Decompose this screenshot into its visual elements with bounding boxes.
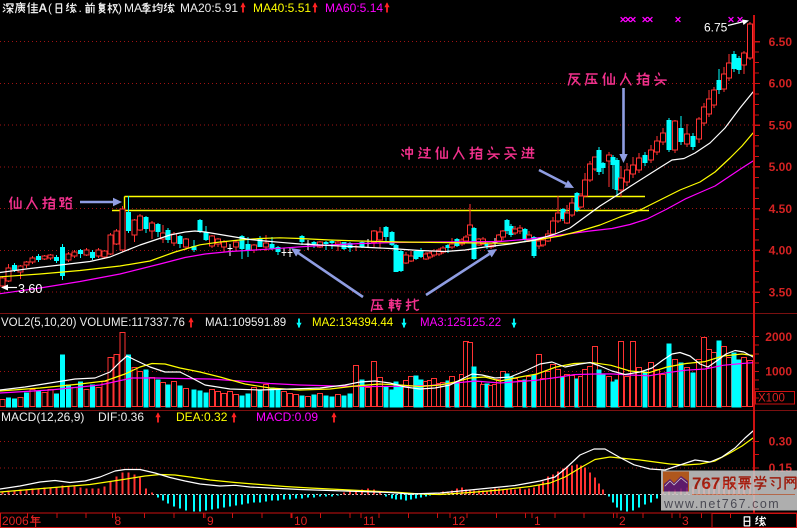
svg-text:MACD(12,26,9): MACD(12,26,9)	[1, 410, 84, 424]
svg-text:5.50: 5.50	[769, 118, 793, 132]
svg-text:3: 3	[682, 514, 689, 528]
svg-text:1: 1	[534, 514, 541, 528]
svg-text:10: 10	[294, 514, 308, 528]
svg-text:2000: 2000	[765, 330, 792, 344]
svg-text:MA20:5.91: MA20:5.91	[180, 1, 238, 15]
svg-text:MA60:5.14: MA60:5.14	[325, 1, 383, 15]
svg-text:www.net767.com: www.net767.com	[663, 497, 780, 511]
svg-text:DEA:0.32: DEA:0.32	[176, 410, 228, 424]
svg-text:MA: MA	[124, 1, 142, 15]
svg-text:X100: X100	[758, 393, 785, 405]
svg-text:9: 9	[207, 514, 214, 528]
svg-text:2: 2	[619, 514, 626, 528]
svg-text:MACD:0.09: MACD:0.09	[256, 410, 318, 424]
svg-text:4.50: 4.50	[769, 202, 793, 216]
svg-text:6.00: 6.00	[769, 77, 793, 91]
svg-text:6.50: 6.50	[769, 35, 793, 49]
svg-text:8: 8	[115, 514, 122, 528]
svg-text:(: (	[48, 1, 52, 15]
svg-text:2006: 2006	[2, 514, 29, 528]
svg-text:767: 767	[692, 474, 720, 493]
svg-text:3.60: 3.60	[18, 282, 42, 296]
svg-text:0.30: 0.30	[769, 434, 793, 448]
svg-text:A: A	[39, 1, 48, 15]
svg-text:11: 11	[363, 514, 376, 528]
svg-text:): )	[118, 1, 122, 15]
svg-text:5.00: 5.00	[769, 160, 793, 174]
svg-text:MA2:134394.44: MA2:134394.44	[312, 317, 394, 329]
svg-text:MA40:5.51: MA40:5.51	[253, 1, 311, 15]
svg-text:VOL2(5,10,20) VOLUME:117337.76: VOL2(5,10,20) VOLUME:117337.76	[1, 317, 185, 329]
svg-text:4.00: 4.00	[769, 244, 793, 258]
svg-text:3.50: 3.50	[769, 285, 793, 299]
svg-text:6.75: 6.75	[704, 21, 728, 35]
svg-text:12: 12	[452, 514, 466, 528]
svg-text:1000: 1000	[765, 365, 792, 379]
svg-text:MA1:109591.89: MA1:109591.89	[205, 317, 286, 329]
svg-text:.: .	[79, 1, 82, 15]
svg-text:MA3:125125.22: MA3:125125.22	[420, 317, 501, 329]
svg-text:DIF:0.36: DIF:0.36	[98, 410, 144, 424]
